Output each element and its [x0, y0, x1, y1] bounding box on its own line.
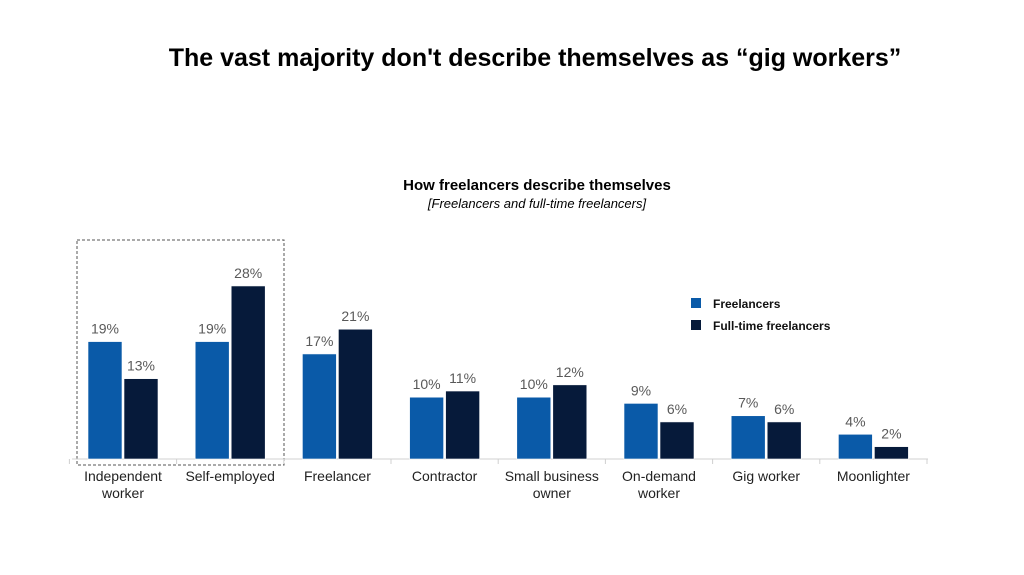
- bar-freelancers: [302, 353, 337, 460]
- bar-full-time-freelancers: [874, 446, 909, 460]
- data-label: 28%: [234, 265, 262, 281]
- data-label: 17%: [305, 333, 333, 349]
- bar-freelancers: [623, 403, 659, 460]
- bar-full-time-freelancers: [445, 390, 480, 460]
- bar-full-time-freelancers: [552, 384, 588, 460]
- data-label: 12%: [556, 364, 584, 380]
- category-label: Contractor: [412, 468, 478, 484]
- data-label: 6%: [667, 401, 687, 417]
- category-label: Independent worker: [84, 468, 162, 501]
- category-label: Small business owner: [505, 468, 599, 501]
- legend-label: Full-time freelancers: [713, 319, 831, 333]
- legend-swatch: [691, 298, 701, 308]
- category-label: Gig worker: [732, 468, 800, 484]
- data-label: 11%: [449, 370, 476, 386]
- data-label: 4%: [845, 413, 865, 429]
- bar-freelancers: [516, 396, 552, 460]
- bar-freelancers: [730, 415, 766, 460]
- bar-freelancers: [87, 341, 123, 460]
- data-label: 10%: [413, 376, 441, 392]
- bar-freelancers: [194, 341, 230, 460]
- category-label: Self-employed: [185, 468, 275, 484]
- chart-title: How freelancers describe themselves: [403, 177, 671, 194]
- headline: The vast majority don't describe themsel…: [168, 44, 902, 72]
- legend-label: Freelancers: [713, 297, 781, 311]
- data-label: 6%: [774, 401, 794, 417]
- category-label: Moonlighter: [837, 468, 910, 484]
- data-label: 10%: [520, 376, 548, 392]
- data-label: 13%: [127, 358, 155, 374]
- data-label: 21%: [341, 308, 369, 324]
- legend-swatch: [691, 320, 701, 330]
- bar-full-time-freelancers: [123, 378, 159, 460]
- category-label: On-demand worker: [622, 468, 696, 501]
- category-label: Freelancer: [304, 468, 371, 484]
- bar-full-time-freelancers: [766, 421, 802, 460]
- bar-freelancers: [838, 433, 873, 460]
- data-label: 19%: [198, 321, 226, 337]
- data-label: 7%: [738, 395, 758, 411]
- data-label: 9%: [631, 382, 651, 398]
- bar-full-time-freelancers: [338, 328, 373, 460]
- bar-freelancers: [409, 396, 444, 460]
- chart-subtitle: [Freelancers and full-time freelancers]: [427, 196, 647, 211]
- data-label: 2%: [881, 426, 901, 442]
- bar-full-time-freelancers: [230, 285, 266, 460]
- data-label: 19%: [91, 321, 119, 337]
- bar-full-time-freelancers: [659, 421, 695, 460]
- highlight-box: [76, 239, 285, 466]
